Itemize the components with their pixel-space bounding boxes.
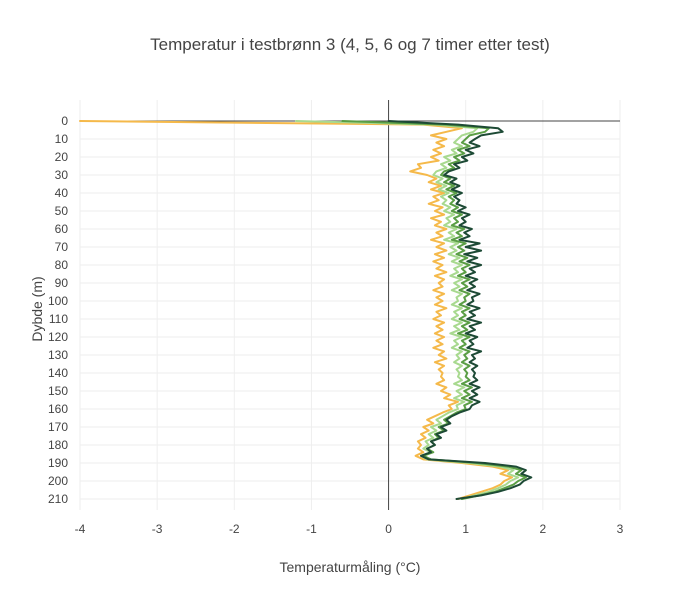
y-tick-label: 10 bbox=[55, 132, 69, 146]
x-tick-label: 3 bbox=[617, 522, 624, 536]
y-tick-label: 20 bbox=[55, 150, 69, 164]
y-tick-label: 70 bbox=[55, 240, 69, 254]
series-line-1 bbox=[79, 120, 513, 500]
chart-title: Temperatur i testbrønn 3 (4, 5, 6 og 7 t… bbox=[150, 35, 550, 54]
y-tick-labels: 0 10 20 30 40 50 60 70 80 90 100 110 120 130 140 150 160… bbox=[48, 114, 68, 506]
y-tick-label: 180 bbox=[48, 438, 68, 452]
x-axis-title: Temperaturmåling (°C) bbox=[280, 559, 421, 575]
y-tick-label: 140 bbox=[48, 366, 68, 380]
y-tick-label: 40 bbox=[55, 186, 69, 200]
x-tick-label: -1 bbox=[306, 522, 317, 536]
y-axis-title: Dybde (m) bbox=[29, 276, 45, 341]
series-line-4 bbox=[387, 120, 533, 500]
series-line-3 bbox=[341, 120, 527, 500]
y-tick-label: 170 bbox=[48, 420, 68, 434]
y-tick-label: 0 bbox=[61, 114, 68, 128]
y-tick-label: 80 bbox=[55, 258, 69, 272]
y-tick-label: 190 bbox=[48, 456, 68, 470]
series-line-2 bbox=[295, 120, 520, 500]
y-tick-label: 200 bbox=[48, 474, 68, 488]
x-tick-label: -4 bbox=[75, 522, 86, 536]
x-tick-labels: -4 -3 -2 -1 0 1 2 3 bbox=[75, 522, 624, 536]
y-tick-label: 120 bbox=[48, 330, 68, 344]
y-tick-label: 150 bbox=[48, 384, 68, 398]
y-tick-label: 110 bbox=[49, 312, 68, 326]
x-tick-label: -3 bbox=[152, 522, 163, 536]
y-tick-label: 30 bbox=[55, 168, 69, 182]
y-tick-label: 90 bbox=[55, 276, 69, 290]
series-lines bbox=[79, 120, 533, 500]
x-tick-label: 0 bbox=[385, 522, 392, 536]
grid bbox=[79, 100, 621, 510]
y-tick-label: 210 bbox=[48, 492, 68, 506]
x-tick-label: 2 bbox=[540, 522, 547, 536]
y-tick-label: 100 bbox=[48, 294, 68, 308]
x-tick-label: -2 bbox=[229, 522, 240, 536]
y-tick-label: 50 bbox=[55, 204, 69, 218]
x-tick-label: 1 bbox=[462, 522, 469, 536]
y-tick-label: 60 bbox=[55, 222, 69, 236]
y-tick-label: 160 bbox=[48, 402, 68, 416]
y-tick-label: 130 bbox=[48, 348, 68, 362]
